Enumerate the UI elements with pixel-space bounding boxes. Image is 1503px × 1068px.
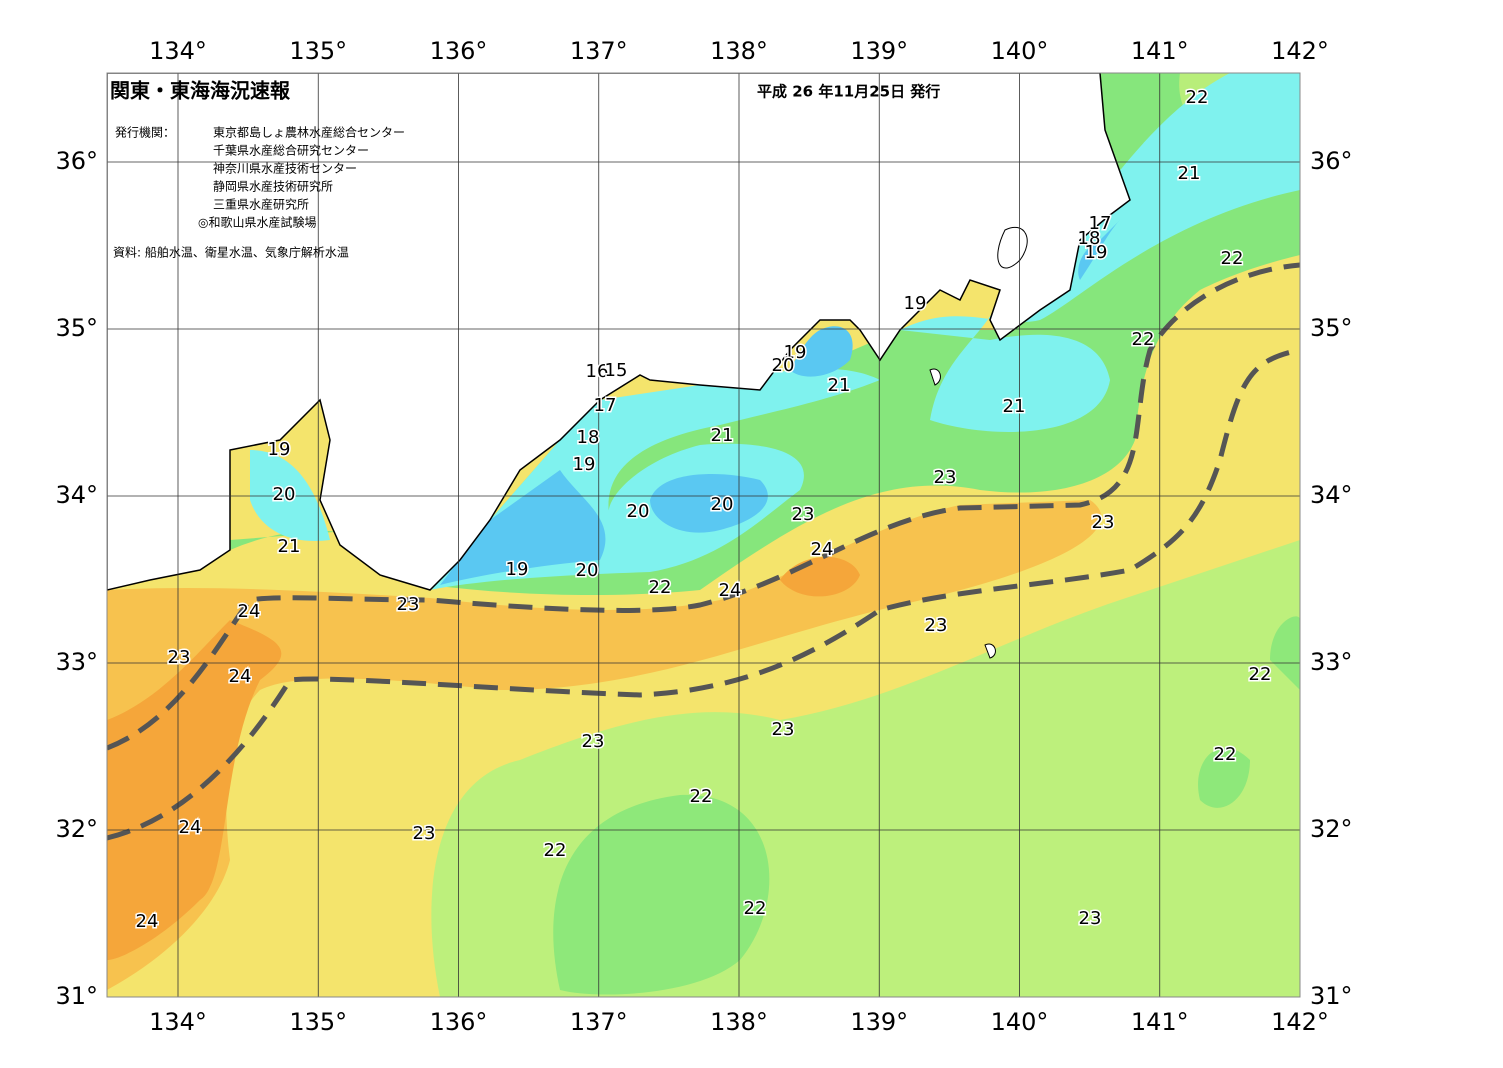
map-frame <box>106 72 1301 998</box>
map-area <box>107 73 1300 997</box>
longitude-label: 138° <box>710 37 768 65</box>
issuer: 東京都島しょ農林水産総合センター <box>213 125 405 140</box>
contour-label: 21 <box>711 425 734 446</box>
contour-label: 23 <box>772 719 795 740</box>
contour-label: 20 <box>711 494 734 515</box>
longitude-label: 136° <box>430 1008 488 1036</box>
contour-label: 19 <box>268 439 291 460</box>
longitude-label: 137° <box>570 1008 628 1036</box>
longitude-label: 142° <box>1271 1008 1329 1036</box>
contour-label: 16 <box>586 361 609 382</box>
kuroshio-edge <box>107 347 1300 841</box>
contour-label: 20 <box>576 560 599 581</box>
longitude-label: 135° <box>289 1008 347 1036</box>
contour-label: 24 <box>811 539 834 560</box>
latitude-label: 35° <box>1310 314 1353 342</box>
contour-label: 19 <box>1085 242 1108 263</box>
latitude-label: 31° <box>55 982 98 1010</box>
latitude-label: 32° <box>55 815 98 843</box>
contour-label: 24 <box>229 666 252 687</box>
latitude-label: 36° <box>1310 147 1353 175</box>
longitude-label: 140° <box>991 1008 1049 1036</box>
latitude-label: 34° <box>1310 481 1353 509</box>
contour-label: 22 <box>1186 87 1209 108</box>
contour-label: 20 <box>627 501 650 522</box>
data-source: 資料: 船舶水温、衛星水温、気象庁解析水温 <box>113 245 349 260</box>
contour-label: 23 <box>934 467 957 488</box>
contour-label: 18 <box>577 427 600 448</box>
graticule <box>107 73 1300 997</box>
longitude-label: 142° <box>1271 37 1329 65</box>
contour-label: 22 <box>1132 329 1155 350</box>
issuer: 神奈川県水産技術センター <box>213 161 357 176</box>
contour-label: 22 <box>744 898 767 919</box>
contour-label: 20 <box>772 355 795 376</box>
contour-label: 23 <box>1092 512 1115 533</box>
issuer: ◎和歌山県水産試験場 <box>198 215 316 230</box>
contour-label: 24 <box>719 580 742 601</box>
longitude-label: 136° <box>430 37 488 65</box>
longitude-label: 134° <box>149 37 207 65</box>
longitude-label: 139° <box>850 1008 908 1036</box>
latitude-label: 31° <box>1310 982 1353 1010</box>
sea-cyan <box>250 73 1300 590</box>
land <box>107 73 1131 591</box>
issuer-label: 発行機関： <box>115 125 175 140</box>
longitude-label: 141° <box>1131 37 1189 65</box>
contour-label: 21 <box>1178 163 1201 184</box>
longitude-label: 134° <box>149 1008 207 1036</box>
longitude-label: 139° <box>850 37 908 65</box>
contour-label: 21 <box>278 536 301 557</box>
contour-label: 24 <box>179 817 202 838</box>
issuer: 三重県水産研究所 <box>213 197 309 212</box>
contour-label: 19 <box>904 293 927 314</box>
contour-label: 17 <box>1089 213 1112 234</box>
contour-label: 21 <box>1003 396 1026 417</box>
contour-label: 23 <box>925 615 948 636</box>
contour-label: 19 <box>573 454 596 475</box>
contour-label: 22 <box>1221 248 1244 269</box>
latitude-label: 33° <box>55 648 98 676</box>
contour-label: 23 <box>413 823 436 844</box>
latitude-label: 33° <box>1310 648 1353 676</box>
contour-label: 19 <box>506 559 529 580</box>
contour-label: 22 <box>649 577 672 598</box>
contour-label: 20 <box>273 484 296 505</box>
contour-label: 24 <box>238 601 261 622</box>
contour-label: 19 <box>784 342 807 363</box>
islands <box>929 226 1028 659</box>
issuer: 静岡県水産技術研究所 <box>213 179 333 194</box>
latitude-label: 32° <box>1310 815 1353 843</box>
latitude-label: 34° <box>55 481 98 509</box>
contour-label: 23 <box>397 594 420 615</box>
sea-orange <box>107 500 1102 990</box>
longitude-label: 141° <box>1131 1008 1189 1036</box>
latitude-label: 35° <box>55 314 98 342</box>
sea-blue <box>440 220 1120 585</box>
issuer: 千葉県水産総合研究センター <box>213 143 369 158</box>
contour-label: 22 <box>544 840 567 861</box>
contour-label: 24 <box>136 911 159 932</box>
contour-label: 22 <box>690 786 713 807</box>
contour-label: 18 <box>1078 228 1101 249</box>
contour-label: 23 <box>582 731 605 752</box>
longitude-label: 140° <box>991 37 1049 65</box>
contour-label: 23 <box>1079 908 1102 929</box>
contour-label: 17 <box>594 395 617 416</box>
sea-green-patch <box>553 616 1300 995</box>
contour-label: 21 <box>828 375 851 396</box>
latitude-label: 36° <box>55 147 98 175</box>
longitude-label: 138° <box>710 1008 768 1036</box>
kuroshio-edge <box>107 262 1300 751</box>
title: 関東・東海海況速報 <box>110 79 291 103</box>
contour-label: 23 <box>168 647 191 668</box>
longitude-label: 137° <box>570 37 628 65</box>
contour-label: 15 <box>605 360 628 381</box>
contour-label: 22 <box>1214 744 1237 765</box>
contour-label: 22 <box>1249 664 1272 685</box>
contour-label: 23 <box>792 504 815 525</box>
issue-date: 平成 26 年11月25日 発行 <box>757 83 940 101</box>
longitude-label: 135° <box>289 37 347 65</box>
